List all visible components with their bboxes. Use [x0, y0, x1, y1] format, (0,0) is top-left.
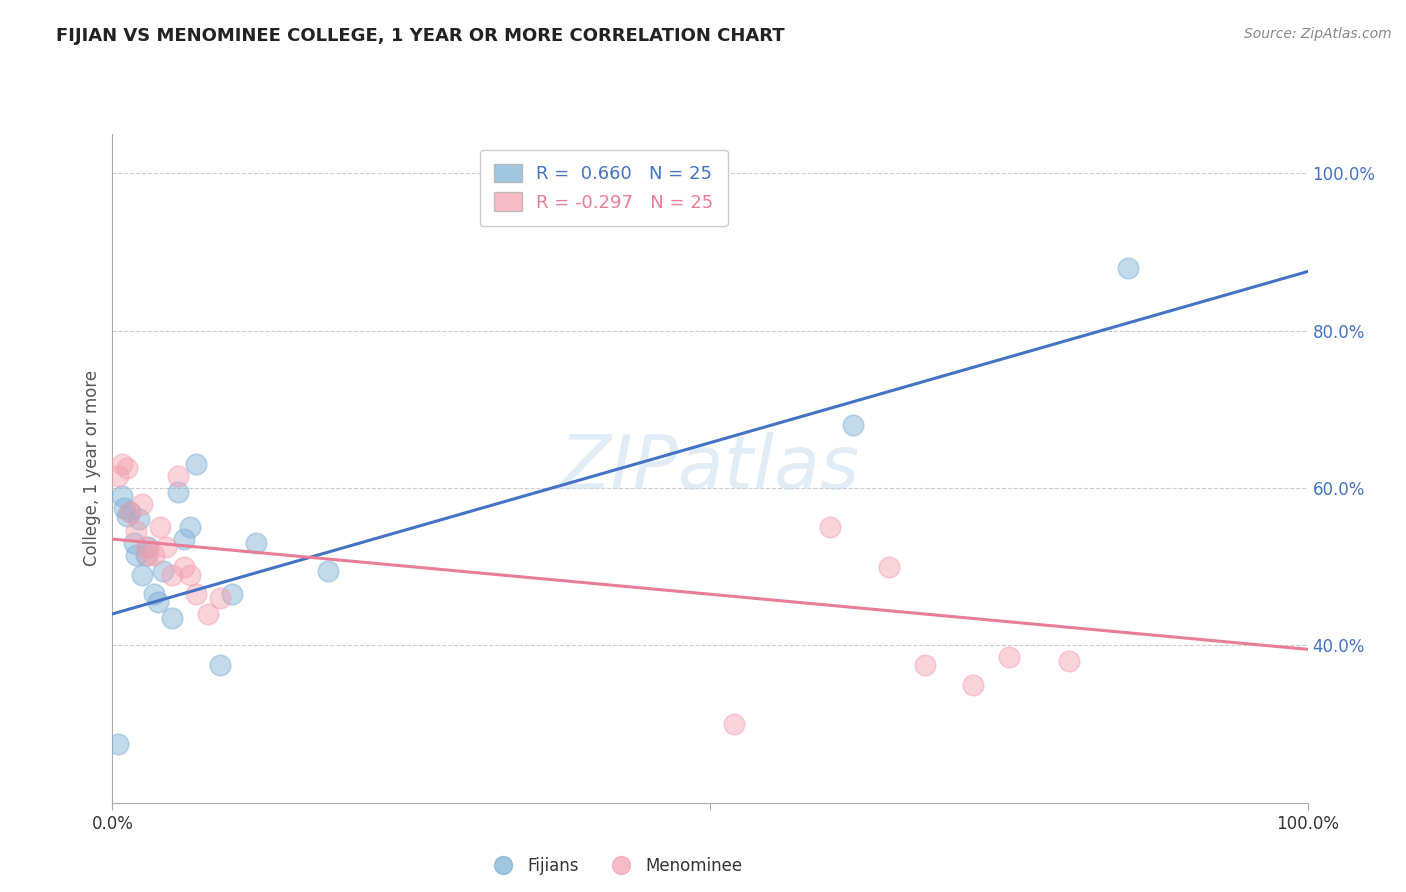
- Point: [111, 458, 134, 472]
- Point: [143, 548, 166, 562]
- Text: Source: ZipAtlas.com: Source: ZipAtlas.com: [1244, 27, 1392, 41]
- Point: [115, 461, 138, 475]
- Point: [120, 505, 142, 519]
- Point: [125, 524, 148, 539]
- Point: [120, 505, 142, 519]
- Point: [114, 500, 135, 515]
- Point: [914, 658, 936, 673]
- Point: [208, 658, 231, 673]
- Point: [1057, 654, 1080, 668]
- Point: [167, 469, 190, 483]
- Point: [818, 520, 841, 534]
- Point: [877, 559, 900, 574]
- Point: [197, 607, 219, 621]
- Point: [149, 520, 172, 534]
- Point: [122, 536, 145, 550]
- Point: [186, 587, 208, 601]
- Point: [162, 611, 183, 625]
- Point: [135, 540, 157, 554]
- Point: [316, 564, 339, 578]
- Point: [125, 548, 148, 562]
- Point: [723, 717, 745, 731]
- Point: [131, 497, 153, 511]
- Point: [962, 678, 984, 692]
- Point: [107, 737, 129, 751]
- Point: [221, 587, 243, 601]
- Point: [173, 532, 195, 546]
- Point: [138, 548, 160, 562]
- Point: [128, 512, 150, 526]
- Point: [135, 548, 157, 562]
- Point: [115, 508, 138, 523]
- Point: [155, 540, 177, 554]
- Point: [842, 417, 865, 432]
- Point: [245, 536, 267, 550]
- Text: FIJIAN VS MENOMINEE COLLEGE, 1 YEAR OR MORE CORRELATION CHART: FIJIAN VS MENOMINEE COLLEGE, 1 YEAR OR M…: [56, 27, 785, 45]
- Point: [146, 595, 169, 609]
- Point: [152, 564, 174, 578]
- Point: [143, 587, 166, 601]
- Text: ZIPatlas: ZIPatlas: [560, 433, 860, 504]
- Point: [131, 567, 153, 582]
- Point: [179, 567, 201, 582]
- Point: [998, 650, 1021, 665]
- Point: [162, 567, 183, 582]
- Point: [111, 489, 134, 503]
- Point: [186, 458, 208, 472]
- Point: [1116, 260, 1139, 275]
- Legend: Fijians, Menominee: Fijians, Menominee: [479, 850, 749, 881]
- Point: [107, 469, 129, 483]
- Point: [167, 484, 190, 499]
- Point: [179, 520, 201, 534]
- Y-axis label: College, 1 year or more: College, 1 year or more: [83, 370, 101, 566]
- Point: [173, 559, 195, 574]
- Point: [138, 540, 160, 554]
- Point: [208, 591, 231, 606]
